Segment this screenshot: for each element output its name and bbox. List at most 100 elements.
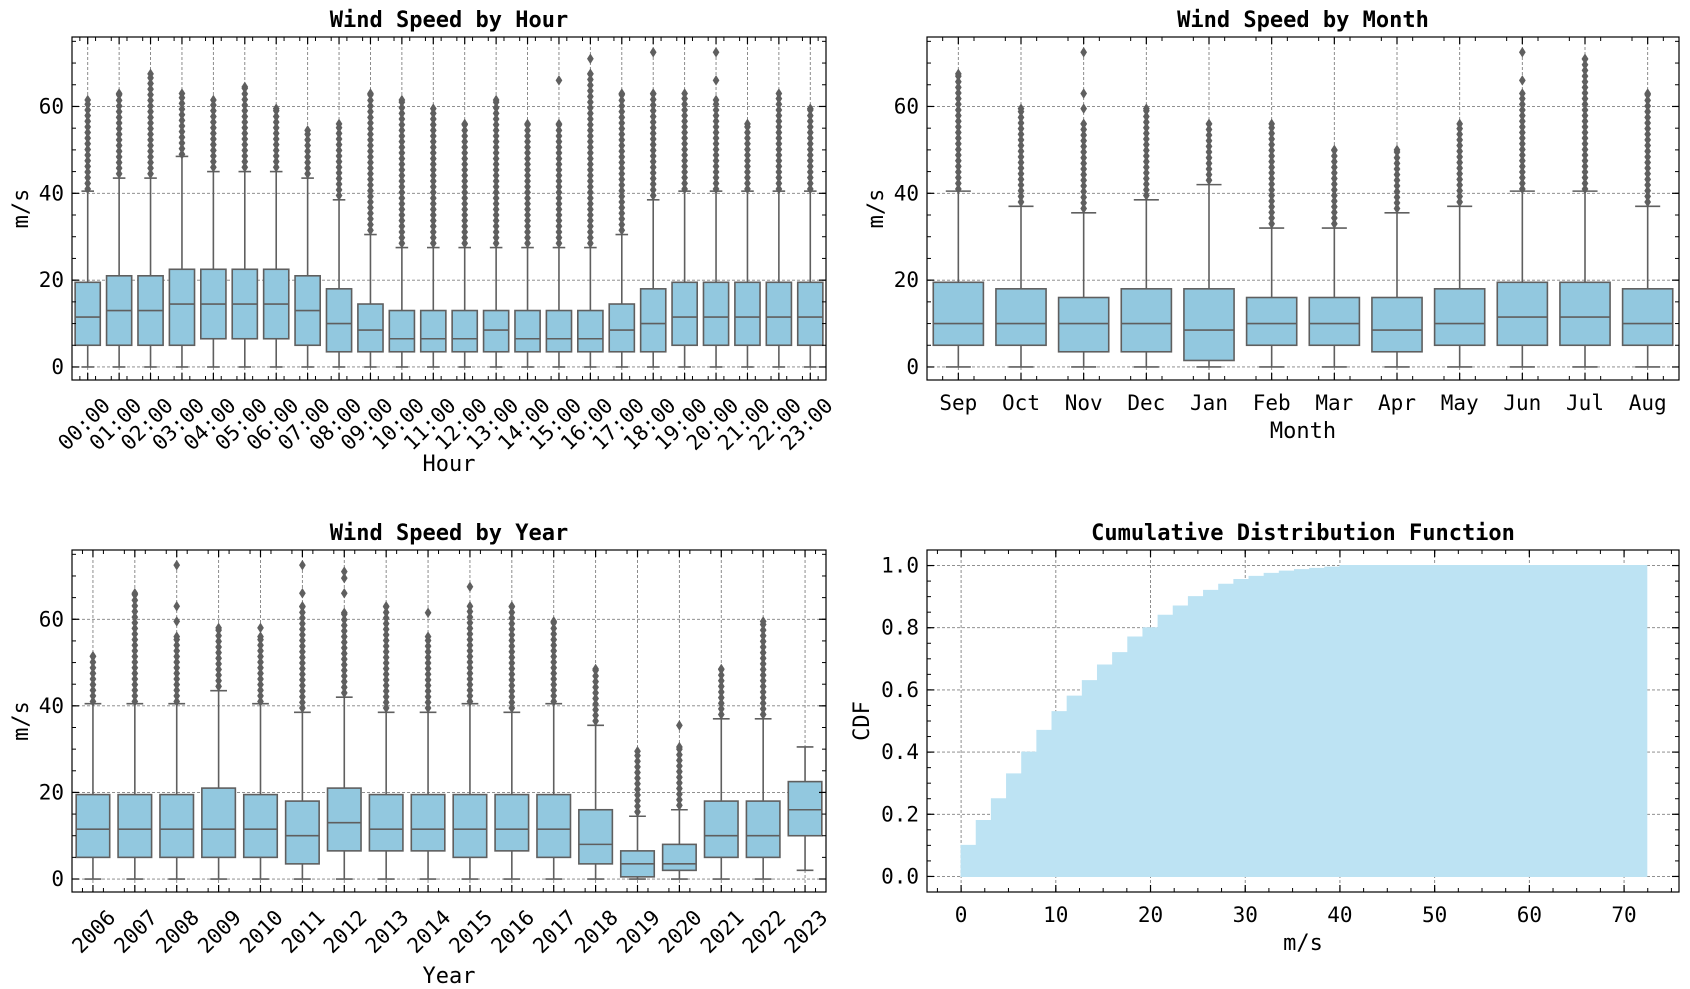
box-flier bbox=[461, 175, 469, 187]
box-flier bbox=[147, 68, 154, 80]
box-flier bbox=[1581, 138, 1589, 150]
box-flier bbox=[272, 122, 280, 133]
box-flier bbox=[954, 144, 962, 155]
box-flier bbox=[492, 164, 500, 176]
box-flier bbox=[524, 175, 531, 187]
x-tick-label: 2007 bbox=[109, 905, 162, 958]
box-flier bbox=[461, 221, 469, 232]
box-iqr bbox=[577, 309, 604, 353]
box-flier bbox=[424, 668, 432, 680]
box-flier bbox=[299, 652, 306, 663]
box-flier bbox=[115, 157, 123, 168]
box-flier bbox=[299, 668, 306, 680]
box-flier bbox=[1581, 178, 1589, 189]
box-flier bbox=[492, 221, 500, 232]
box-flier bbox=[555, 130, 563, 142]
box-flier bbox=[759, 647, 767, 658]
y-axis: 0 20 40 60 bbox=[39, 40, 826, 379]
box-flier bbox=[84, 132, 92, 144]
box-flier bbox=[681, 166, 688, 178]
box-flier bbox=[340, 676, 348, 687]
box-flier bbox=[215, 647, 222, 658]
box-flier bbox=[555, 181, 563, 193]
box-flier bbox=[1644, 123, 1652, 134]
box-flier bbox=[367, 185, 374, 196]
box-flier bbox=[131, 679, 139, 690]
box-flier bbox=[1581, 70, 1589, 82]
box-flier bbox=[299, 601, 306, 612]
box-flier bbox=[1017, 145, 1025, 157]
box-flier bbox=[398, 192, 406, 204]
box-flier bbox=[429, 198, 437, 209]
box-flier bbox=[429, 237, 437, 249]
box-flier bbox=[131, 668, 139, 679]
box-flier bbox=[744, 144, 751, 155]
x-tick-label: 2013 bbox=[361, 905, 414, 958]
box-Mar bbox=[1308, 144, 1361, 368]
box-flier bbox=[215, 675, 222, 686]
box-flier bbox=[717, 675, 725, 686]
box-flier bbox=[555, 164, 563, 176]
box-flier bbox=[649, 128, 657, 139]
box-flier bbox=[1581, 121, 1589, 133]
box-flier bbox=[1268, 128, 1276, 139]
box-flier bbox=[429, 158, 437, 170]
box-flier bbox=[759, 652, 767, 664]
box-flier bbox=[1142, 116, 1150, 128]
box-flier bbox=[367, 145, 374, 157]
box-flier bbox=[759, 703, 767, 715]
box-flier bbox=[634, 772, 641, 784]
box-flier bbox=[508, 629, 516, 641]
box-flier bbox=[89, 650, 97, 662]
box-23:00 bbox=[796, 103, 824, 368]
box-flier bbox=[466, 685, 474, 696]
box-flier bbox=[1080, 180, 1088, 192]
box-flier bbox=[115, 123, 123, 134]
box-flier bbox=[587, 164, 594, 176]
box-flier bbox=[649, 162, 657, 173]
box-flier bbox=[398, 181, 406, 193]
box-flier bbox=[1644, 88, 1652, 99]
box-flier bbox=[466, 645, 474, 657]
box-2013 bbox=[368, 601, 404, 880]
box-flier bbox=[1268, 190, 1276, 201]
box-flier bbox=[1456, 118, 1464, 130]
box-flier bbox=[1518, 88, 1526, 99]
box-flier bbox=[1142, 145, 1150, 156]
box-flier bbox=[299, 674, 306, 686]
box-flier bbox=[587, 79, 594, 91]
box-flier bbox=[335, 145, 343, 156]
box-flier bbox=[681, 183, 688, 195]
x-tick-label: Oct bbox=[1002, 391, 1040, 415]
box-flier bbox=[676, 760, 683, 772]
box-flier bbox=[299, 559, 306, 571]
box-flier bbox=[1518, 115, 1526, 127]
box-flier bbox=[587, 215, 594, 226]
box-flier bbox=[340, 681, 348, 693]
box-flier bbox=[1581, 144, 1589, 155]
box-flier bbox=[215, 652, 222, 664]
box-flier bbox=[1330, 218, 1338, 229]
box-flier bbox=[1644, 162, 1652, 174]
box-flier bbox=[550, 656, 558, 668]
box-flier bbox=[461, 142, 469, 153]
box-flier bbox=[1581, 127, 1589, 138]
box-flier bbox=[1142, 122, 1150, 133]
box-flier bbox=[173, 696, 181, 707]
box-flier bbox=[806, 183, 814, 195]
box-flier bbox=[1017, 157, 1025, 168]
box-flier bbox=[89, 696, 97, 707]
box-flier bbox=[775, 178, 783, 189]
box-iqr bbox=[117, 793, 153, 859]
box-flier bbox=[524, 237, 531, 249]
box-flier bbox=[954, 68, 962, 80]
box-flier bbox=[1581, 183, 1589, 195]
box-flier bbox=[173, 662, 181, 674]
box-flier bbox=[524, 136, 531, 147]
box-flier bbox=[398, 209, 406, 221]
box-flier bbox=[461, 237, 469, 249]
box-09:00 bbox=[357, 88, 384, 368]
box-flier bbox=[717, 709, 725, 720]
y-axis: 0 20 40 60 bbox=[39, 553, 826, 891]
box-flier bbox=[1518, 104, 1526, 116]
